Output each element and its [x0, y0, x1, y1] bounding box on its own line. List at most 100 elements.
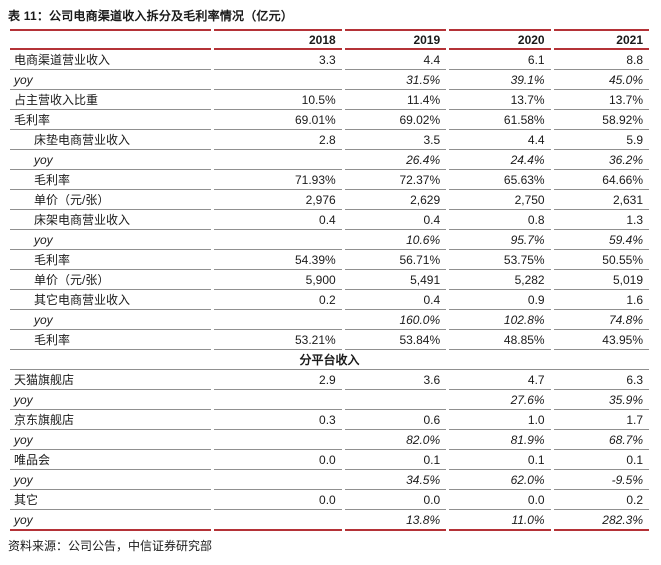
cell-value: 0.0: [213, 490, 342, 510]
cell-value: 13.8%: [344, 510, 447, 531]
cell-value: 0.3: [213, 410, 342, 430]
cell-value: 13.7%: [449, 90, 551, 110]
cell-value: 3.6: [344, 370, 447, 390]
row-label: yoy: [10, 430, 211, 450]
year-column-header: 2018: [213, 29, 342, 50]
source-note: 资料来源：公司公告，中信证券研究部: [8, 539, 213, 553]
cell-value: 71.93%: [213, 170, 342, 190]
cell-value: 2.8: [213, 130, 342, 150]
cell-value: [213, 430, 342, 450]
cell-value: 82.0%: [344, 430, 447, 450]
cell-value: [213, 310, 342, 330]
cell-value: 81.9%: [449, 430, 551, 450]
row-label: 单价（元/张）: [10, 190, 211, 210]
row-label: 天猫旗舰店: [10, 370, 211, 390]
cell-value: 2,750: [449, 190, 551, 210]
cell-value: 1.3: [553, 210, 649, 230]
cell-value: [213, 390, 342, 410]
cell-value: 0.0: [344, 490, 447, 510]
cell-value: 5,019: [553, 270, 649, 290]
cell-value: 0.0: [449, 490, 551, 510]
table-row: yoy 82.0% 81.9% 68.7%: [10, 430, 649, 450]
row-label: 其它电商营业收入: [10, 290, 211, 310]
cell-value: 6.3: [553, 370, 649, 390]
cell-value: 95.7%: [449, 230, 551, 250]
cell-value: 61.58%: [449, 110, 551, 130]
cell-value: 58.92%: [553, 110, 649, 130]
cell-value: 0.4: [344, 290, 447, 310]
year-column-header: 2020: [449, 29, 551, 50]
cell-value: -9.5%: [553, 470, 649, 490]
cell-value: 5,900: [213, 270, 342, 290]
cell-value: 0.6: [344, 410, 447, 430]
table-row: yoy 10.6% 95.7% 59.4%: [10, 230, 649, 250]
cell-value: 3.3: [213, 50, 342, 70]
cell-value: 4.4: [449, 130, 551, 150]
cell-value: 64.66%: [553, 170, 649, 190]
table-body: 电商渠道营业收入 3.3 4.4 6.1 8.8 yoy 31.5% 39.1% 45.0% 占主…: [10, 50, 649, 531]
table-row: yoy 27.6% 35.9%: [10, 390, 649, 410]
cell-value: 56.71%: [344, 250, 447, 270]
cell-value: 62.0%: [449, 470, 551, 490]
cell-value: 0.9: [449, 290, 551, 310]
cell-value: 26.4%: [344, 150, 447, 170]
cell-value: 0.2: [213, 290, 342, 310]
table-title: 表 11：公司电商渠道收入拆分及毛利率情况（亿元）: [8, 9, 294, 23]
table-row: 其它电商营业收入 0.2 0.4 0.9 1.6: [10, 290, 649, 310]
cell-value: 0.4: [213, 210, 342, 230]
cell-value: 53.75%: [449, 250, 551, 270]
row-label: 床垫电商营业收入: [10, 130, 211, 150]
cell-value: 34.5%: [344, 470, 447, 490]
cell-value: 31.5%: [344, 70, 447, 90]
row-label: 唯品会: [10, 450, 211, 470]
cell-value: 45.0%: [553, 70, 649, 90]
cell-value: [213, 70, 342, 90]
table-row: yoy 13.8% 11.0% 282.3%: [10, 510, 649, 531]
cell-value: 6.1: [449, 50, 551, 70]
row-label: 毛利率: [10, 170, 211, 190]
section-label: 分平台收入: [10, 350, 649, 370]
cell-value: 2,976: [213, 190, 342, 210]
table-row: 单价（元/张） 5,900 5,491 5,282 5,019: [10, 270, 649, 290]
table-row: 毛利率 53.21% 53.84% 48.85% 43.95%: [10, 330, 649, 350]
table-row: 毛利率 69.01% 69.02% 61.58% 58.92%: [10, 110, 649, 130]
cell-value: 53.21%: [213, 330, 342, 350]
row-label: yoy: [10, 70, 211, 90]
row-label: 毛利率: [10, 110, 211, 130]
cell-value: 5.9: [553, 130, 649, 150]
table-row: yoy 34.5% 62.0% -9.5%: [10, 470, 649, 490]
cell-value: 11.4%: [344, 90, 447, 110]
cell-value: 1.0: [449, 410, 551, 430]
table-row: 床架电商营业收入 0.4 0.4 0.8 1.3: [10, 210, 649, 230]
row-label: 占主营收入比重: [10, 90, 211, 110]
table-row: 唯品会 0.0 0.1 0.1 0.1: [10, 450, 649, 470]
row-label: yoy: [10, 470, 211, 490]
cell-value: 160.0%: [344, 310, 447, 330]
cell-value: [344, 390, 447, 410]
cell-value: 11.0%: [449, 510, 551, 531]
row-label: 床架电商营业收入: [10, 210, 211, 230]
table-row: 电商渠道营业收入 3.3 4.4 6.1 8.8: [10, 50, 649, 70]
cell-value: 69.01%: [213, 110, 342, 130]
cell-value: 48.85%: [449, 330, 551, 350]
table-row: 毛利率 71.93% 72.37% 65.63% 64.66%: [10, 170, 649, 190]
cell-value: 13.7%: [553, 90, 649, 110]
cell-value: 35.9%: [553, 390, 649, 410]
cell-value: 0.1: [344, 450, 447, 470]
cell-value: 10.6%: [344, 230, 447, 250]
header-label-cell: [10, 29, 211, 50]
cell-value: 282.3%: [553, 510, 649, 531]
table-row: yoy 31.5% 39.1% 45.0%: [10, 70, 649, 90]
table-header: 2018 2019 2020 2021: [10, 29, 649, 50]
table-row: yoy 160.0% 102.8% 74.8%: [10, 310, 649, 330]
row-label: yoy: [10, 310, 211, 330]
cell-value: 74.8%: [553, 310, 649, 330]
cell-value: 43.95%: [553, 330, 649, 350]
cell-value: [213, 230, 342, 250]
cell-value: 50.55%: [553, 250, 649, 270]
cell-value: 1.7: [553, 410, 649, 430]
cell-value: [213, 150, 342, 170]
cell-value: 69.02%: [344, 110, 447, 130]
cell-value: [213, 470, 342, 490]
